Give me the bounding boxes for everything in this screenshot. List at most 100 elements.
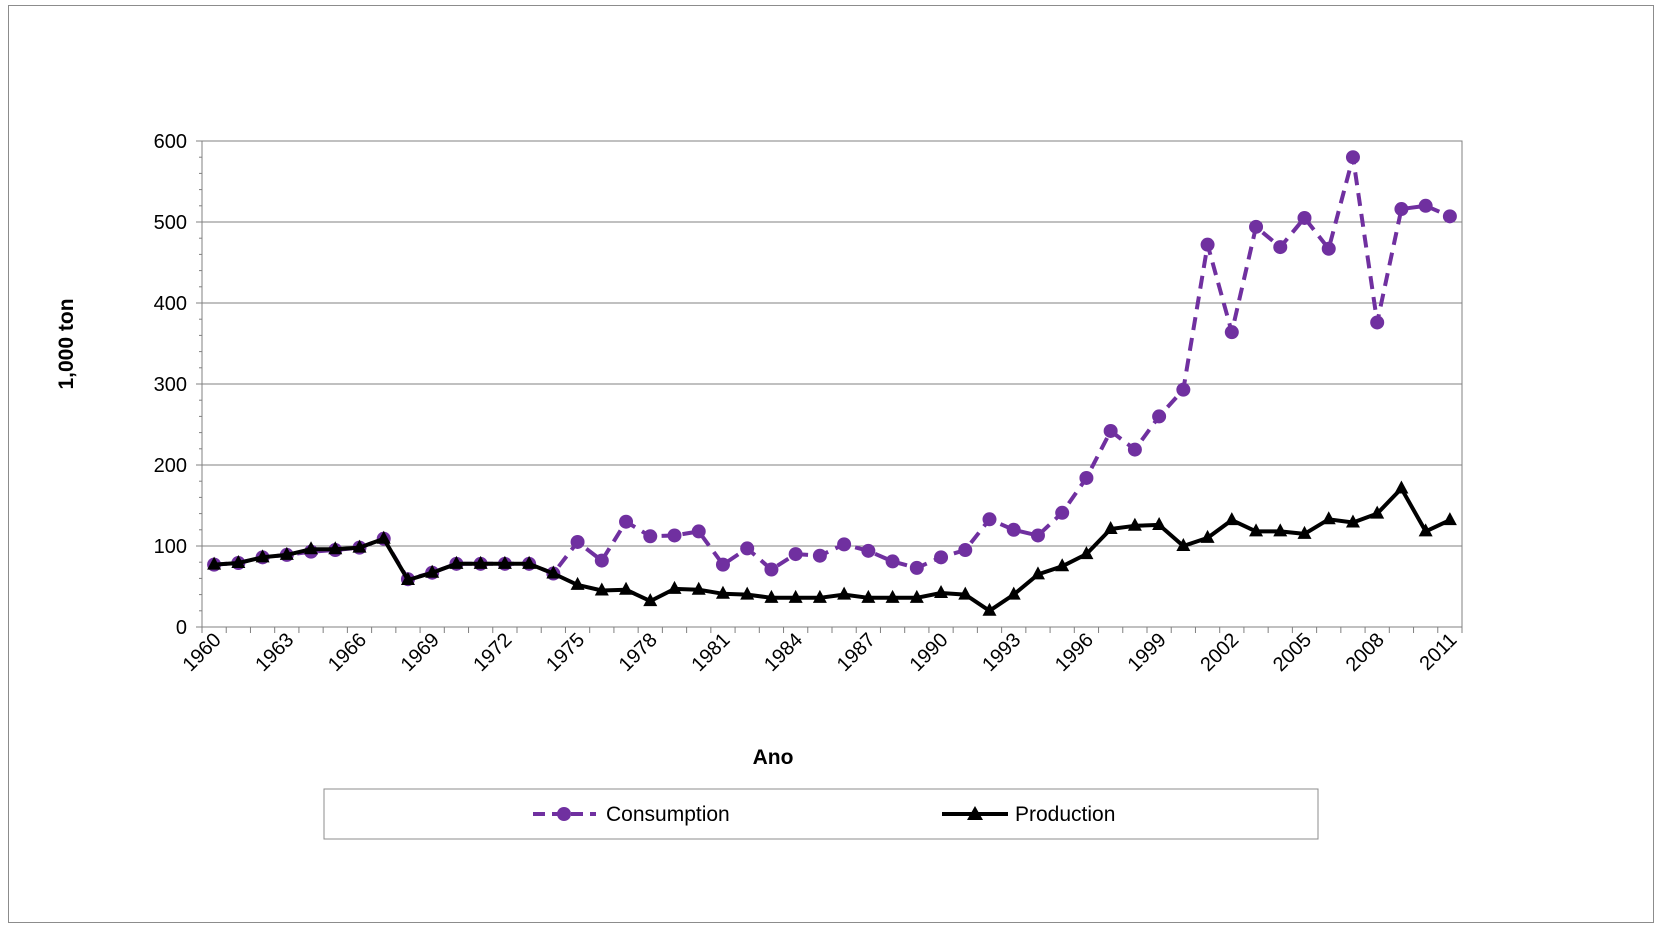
data-point-production [1394,480,1409,494]
data-point-consumption [643,529,658,544]
data-point-production [207,556,222,570]
data-point-consumption [1152,409,1167,424]
data-point-production [715,585,730,599]
x-tick-label: 1975 [542,629,589,676]
data-point-consumption [1273,240,1288,255]
data-point-production [1345,514,1360,528]
data-point-consumption [715,557,730,572]
data-point-consumption [764,562,779,577]
data-point-consumption [1442,209,1457,224]
series-layer [207,150,1457,616]
data-point-consumption [570,534,585,549]
data-point-consumption [837,537,852,552]
data-point-consumption [982,512,997,527]
data-point-production [231,555,246,569]
y-tick-label: 500 [154,212,187,234]
data-point-consumption [1249,219,1264,234]
data-point-production [522,555,537,569]
legend-production-label: Production [1015,803,1115,826]
data-point-production [473,555,488,569]
data-point-production [909,589,924,603]
x-tick-label: 1963 [251,629,298,676]
data-point-production [861,589,876,603]
data-point-production [1152,516,1167,530]
data-point-production [1370,505,1385,519]
data-point-production [1079,546,1094,560]
x-tick-label: 2011 [1415,629,1461,675]
data-point-consumption [1418,198,1433,213]
data-point-production [958,586,973,600]
data-point-consumption [594,553,609,568]
data-point-consumption [1370,315,1385,330]
x-tick-label: 2005 [1269,629,1316,676]
data-point-consumption [1176,382,1191,397]
data-point-production [764,589,779,603]
y-axis-title: 1,000 ton [55,298,78,389]
data-point-production [740,586,755,600]
data-point-production [934,584,949,598]
data-point-production [497,555,512,569]
data-point-consumption [1103,423,1118,438]
data-point-consumption [885,554,900,569]
x-tick-label: 1984 [760,629,807,676]
data-point-production [304,541,319,555]
x-tick-label: 1987 [833,629,880,676]
data-point-production [1249,523,1264,537]
x-tick-label: 1978 [615,629,662,676]
data-point-consumption [1055,505,1070,520]
legend-box [323,788,1319,840]
data-point-production [788,589,803,603]
y-tick-label: 200 [154,455,187,477]
data-point-production [691,581,706,595]
legend-consumption-label: Consumption [606,803,730,826]
data-point-consumption [1394,202,1409,217]
data-point-production [1418,523,1433,537]
data-point-production [1006,586,1021,600]
data-point-consumption [1079,470,1094,485]
y-tick-label: 0 [176,617,187,639]
data-point-production [982,602,997,616]
legend: Consumption Production [323,788,1319,840]
legend-item-production: Production [942,803,1115,826]
data-point-production [1442,512,1457,526]
data-point-production [1297,525,1312,539]
data-point-production [328,541,343,555]
data-point-production [449,555,464,569]
data-point-production [1200,529,1215,543]
x-tick-label: 1990 [906,629,953,676]
x-tick-label: 2008 [1342,629,1389,676]
data-point-production [570,576,585,590]
data-point-production [255,549,270,563]
data-point-consumption [909,560,924,575]
x-tick-label: 1972 [469,629,516,676]
data-point-production [352,539,367,553]
data-point-production [594,582,609,596]
y-tick-label: 600 [154,131,187,153]
y-tick-label: 300 [154,374,187,396]
x-tick-label: 2002 [1196,629,1243,676]
legend-consumption-marker [557,807,571,821]
x-tick-label: 1969 [397,629,444,676]
data-point-production [1055,558,1070,572]
data-point-consumption [691,524,706,539]
data-point-consumption [1006,522,1021,537]
data-point-consumption [1321,241,1336,256]
data-point-production [837,586,852,600]
data-point-production [279,546,294,560]
legend-item-consumption: Consumption [533,803,730,826]
data-point-production [1030,566,1045,580]
data-point-consumption [934,550,949,565]
data-point-consumption [740,541,755,556]
x-tick-label: 1981 [687,629,734,676]
data-point-production [400,572,415,586]
data-point-production [1127,517,1142,531]
data-point-consumption [812,548,827,563]
data-point-production [643,593,658,607]
data-point-consumption [1345,150,1360,165]
data-point-production [1224,512,1239,526]
data-point-consumption [1030,528,1045,543]
data-point-consumption [1224,325,1239,340]
data-point-consumption [1127,442,1142,457]
